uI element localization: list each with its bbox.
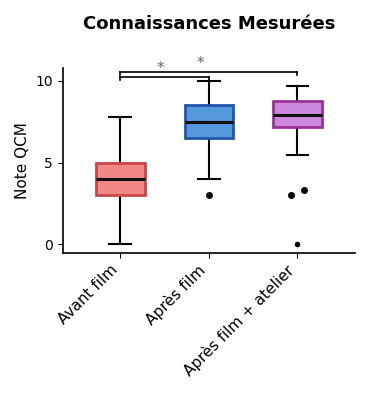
Text: *: *: [157, 61, 164, 76]
Title: Connaissances Mesurées: Connaissances Mesurées: [83, 15, 335, 33]
Text: *: *: [196, 56, 204, 71]
Bar: [96, 163, 145, 195]
Y-axis label: Note QCM: Note QCM: [15, 122, 30, 199]
Bar: [273, 100, 322, 127]
Bar: [185, 106, 233, 138]
